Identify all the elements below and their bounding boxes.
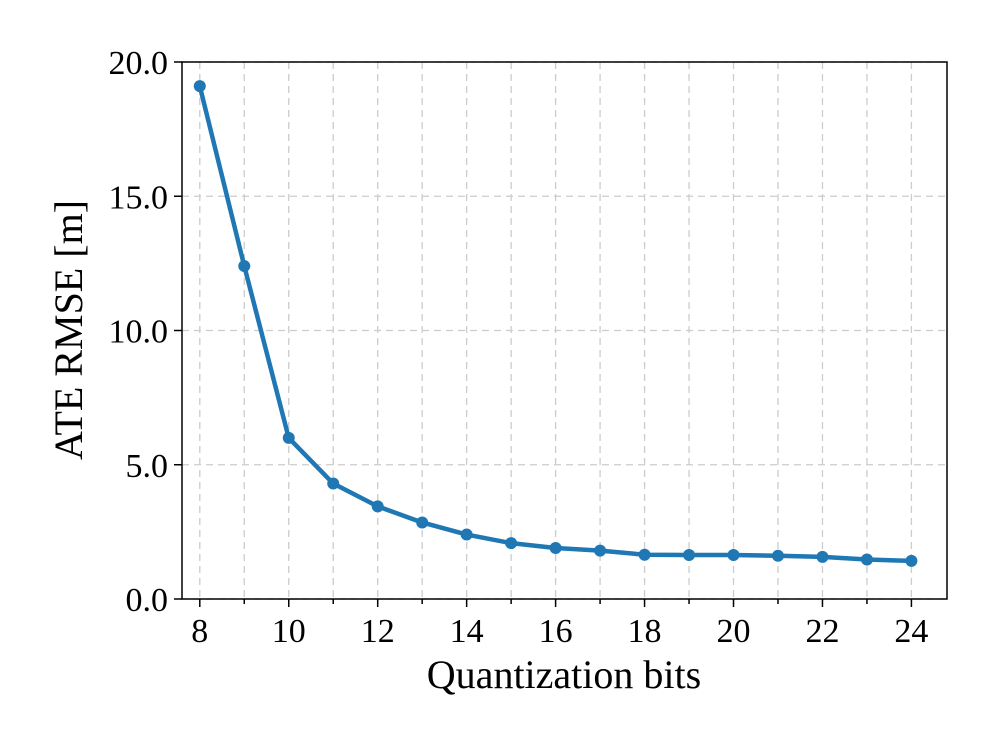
data-point	[860, 553, 873, 566]
data-point	[238, 260, 251, 273]
y-axis-ticks: 0.0 5.0 10.0 15.0 20.0	[109, 45, 182, 619]
data-series	[193, 80, 918, 567]
y-tick-label: 0.0	[126, 582, 169, 619]
data-point	[816, 550, 829, 563]
data-point	[371, 500, 384, 513]
x-tick-label: 12	[361, 613, 395, 650]
data-point	[771, 549, 784, 562]
data-point	[727, 548, 740, 561]
data-point	[327, 477, 340, 490]
grid-lines	[182, 61, 947, 600]
x-tick-label: 16	[539, 613, 573, 650]
y-tick-label: 20.0	[109, 45, 169, 82]
data-point	[594, 544, 607, 557]
y-axis-label: ATE RMSE [m]	[46, 200, 91, 460]
x-tick-label: 18	[628, 613, 662, 650]
x-tick-label: 22	[805, 613, 839, 650]
y-tick-label: 15.0	[109, 179, 169, 216]
data-point	[416, 516, 429, 529]
x-tick-label: 20	[717, 613, 751, 650]
data-point	[905, 554, 918, 567]
x-tick-label: 10	[272, 613, 306, 650]
x-tick-label: 24	[894, 613, 928, 650]
data-point	[638, 548, 651, 561]
x-tick-label: 8	[191, 613, 208, 650]
y-tick-label: 5.0	[126, 448, 169, 485]
x-tick-label: 14	[450, 613, 484, 650]
data-point	[683, 548, 696, 561]
x-axis-ticks: 8 10 12 14 16 18 20 22 24	[191, 599, 928, 650]
data-point	[505, 537, 518, 550]
data-point	[460, 528, 473, 541]
data-point	[549, 541, 562, 554]
data-point	[193, 80, 206, 93]
data-point	[282, 431, 295, 444]
y-tick-label: 10.0	[109, 314, 169, 351]
x-axis-label: Quantization bits	[427, 652, 701, 697]
